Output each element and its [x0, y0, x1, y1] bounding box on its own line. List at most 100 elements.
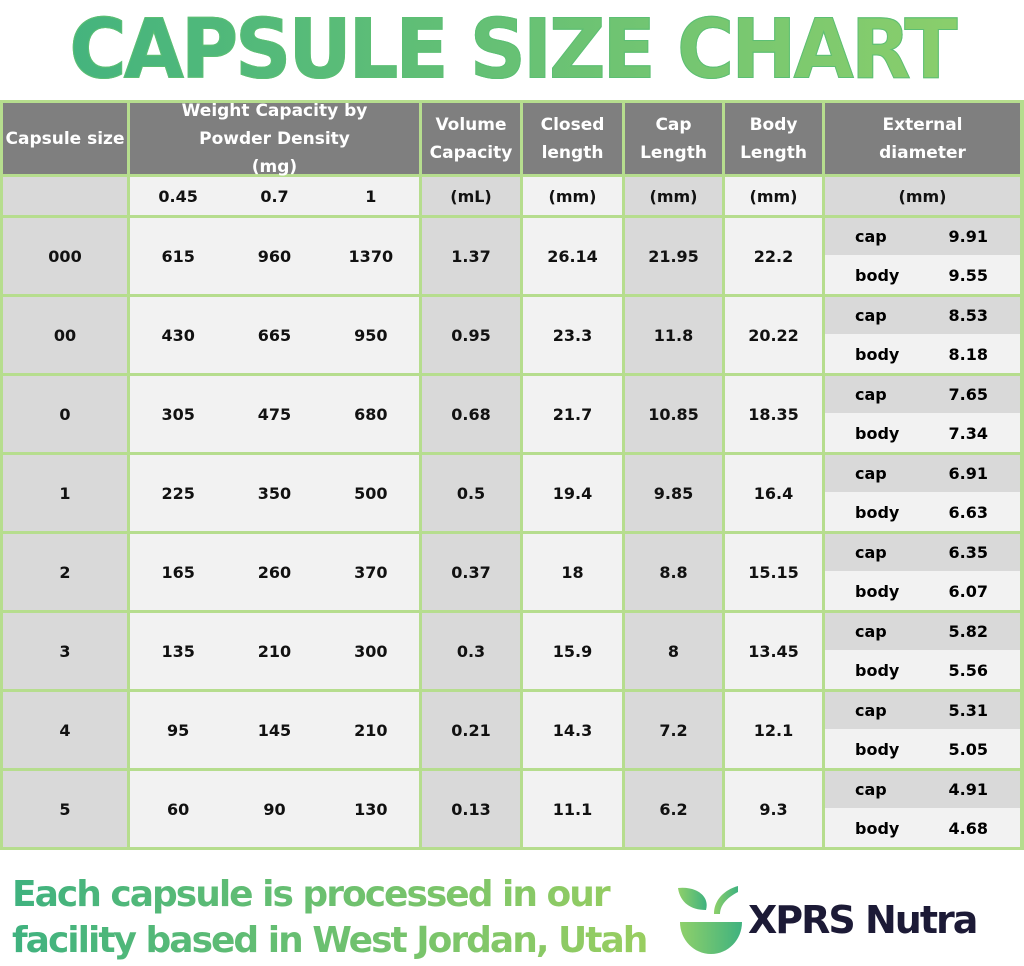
ext-body-label: body — [855, 740, 900, 759]
density-value: 0.7 — [260, 186, 289, 206]
weight-capacity-cell: 305 475 680 — [130, 376, 419, 452]
header-capsule-size: Capsule size — [3, 103, 127, 174]
ext-body-label: body — [855, 582, 900, 601]
ext-body-row: body 5.05 — [825, 731, 1020, 768]
cap-length-cell: 7.2 — [625, 692, 722, 768]
external-diameter-cell: cap 8.53 body 8.18 — [825, 297, 1020, 373]
weight-value: 680 — [354, 404, 388, 424]
ext-cap-label: cap — [855, 622, 887, 641]
header-body-length: Body Length — [725, 103, 822, 174]
ext-body-row: body 6.63 — [825, 494, 1020, 531]
closed-length-cell: 23.3 — [523, 297, 622, 373]
capsule-size-cell: 0 — [3, 376, 127, 452]
weight-value: 665 — [257, 325, 292, 345]
ext-body-label: body — [855, 424, 900, 443]
ext-cap-value: 4.91 — [948, 780, 988, 799]
closed-length-cell: 26.14 — [523, 218, 622, 294]
volume-cell: 0.68 — [422, 376, 520, 452]
ext-cap-row: cap 6.91 — [825, 455, 1020, 492]
weight-capacity-cell: 60 90 130 — [130, 771, 419, 847]
header-volume-capacity: Volume Capacity — [422, 103, 520, 174]
weight-capacity-cell: 165 260 370 — [130, 534, 419, 610]
weight-value: 60 — [167, 799, 190, 819]
brand-name: XPRS Nutra — [748, 898, 978, 942]
ext-cap-label: cap — [855, 464, 887, 483]
weight-value: 370 — [354, 562, 388, 582]
capsule-size-cell: 5 — [3, 771, 127, 847]
volume-cell: 0.21 — [422, 692, 520, 768]
external-diameter-cell: cap 4.91 body 4.68 — [825, 771, 1020, 847]
external-diameter-cell: cap 6.35 body 6.07 — [825, 534, 1020, 610]
footer-text: Each capsule is processed in our facilit… — [12, 872, 672, 964]
ext-cap-value: 6.91 — [948, 464, 988, 483]
ext-cap-value: 6.35 — [948, 543, 988, 562]
cap-length-cell: 21.95 — [625, 218, 722, 294]
weight-value: 1370 — [348, 246, 394, 266]
closed-length-cell: 11.1 — [523, 771, 622, 847]
ext-cap-row: cap 5.82 — [825, 613, 1020, 650]
ext-cap-label: cap — [855, 543, 887, 562]
cap-length-cell: 6.2 — [625, 771, 722, 847]
ext-body-row: body 9.55 — [825, 257, 1020, 294]
body-length-cell: 22.2 — [725, 218, 822, 294]
ext-body-row: body 8.18 — [825, 336, 1020, 373]
closed-length-cell: 15.9 — [523, 613, 622, 689]
weight-value: 210 — [257, 641, 292, 661]
ext-cap-row: cap 9.91 — [825, 218, 1020, 255]
ext-cap-row: cap 4.91 — [825, 771, 1020, 808]
ext-body-label: body — [855, 503, 900, 522]
weight-value: 225 — [161, 483, 195, 503]
weight-value: 475 — [257, 404, 292, 424]
volume-cell: 0.95 — [422, 297, 520, 373]
body-length-cell: 15.15 — [725, 534, 822, 610]
units-cap: (mm) — [625, 177, 722, 215]
ext-cap-value: 5.82 — [948, 622, 988, 641]
ext-cap-row: cap 6.35 — [825, 534, 1020, 571]
capsule-size-cell: 000 — [3, 218, 127, 294]
capsule-size-cell: 00 — [3, 297, 127, 373]
closed-length-cell: 14.3 — [523, 692, 622, 768]
weight-value: 165 — [161, 562, 195, 582]
units-closed: (mm) — [523, 177, 622, 215]
weight-value: 960 — [257, 246, 292, 266]
cap-length-cell: 10.85 — [625, 376, 722, 452]
weight-value: 260 — [257, 562, 292, 582]
ext-body-value: 6.63 — [948, 503, 988, 522]
ext-body-value: 7.34 — [948, 424, 988, 443]
weight-capacity-cell: 135 210 300 — [130, 613, 419, 689]
body-length-cell: 13.45 — [725, 613, 822, 689]
ext-body-label: body — [855, 345, 900, 364]
ext-cap-value: 7.65 — [948, 385, 988, 404]
weight-capacity-cell: 95 145 210 — [130, 692, 419, 768]
weight-value: 615 — [161, 246, 195, 266]
ext-body-label: body — [855, 661, 900, 680]
external-diameter-cell: cap 5.31 body 5.05 — [825, 692, 1020, 768]
weight-value: 145 — [257, 720, 292, 740]
ext-cap-value: 9.91 — [948, 227, 988, 246]
ext-body-row: body 5.56 — [825, 652, 1020, 689]
capsule-size-cell: 2 — [3, 534, 127, 610]
weight-capacity-cell: 225 350 500 — [130, 455, 419, 531]
ext-cap-value: 5.31 — [948, 701, 988, 720]
ext-cap-row: cap 8.53 — [825, 297, 1020, 334]
capsule-size-cell: 3 — [3, 613, 127, 689]
volume-cell: 0.3 — [422, 613, 520, 689]
ext-cap-label: cap — [855, 701, 887, 720]
ext-cap-value: 8.53 — [948, 306, 988, 325]
header-external-diameter: External diameter — [825, 103, 1020, 174]
weight-value: 305 — [161, 404, 195, 424]
density-value: 1 — [365, 186, 377, 206]
ext-body-row: body 6.07 — [825, 573, 1020, 610]
body-length-cell: 20.22 — [725, 297, 822, 373]
ext-body-row: body 4.68 — [825, 810, 1020, 847]
weight-value: 130 — [354, 799, 388, 819]
external-diameter-cell: cap 7.65 body 7.34 — [825, 376, 1020, 452]
header-cap-length: Cap Length — [625, 103, 722, 174]
body-length-cell: 12.1 — [725, 692, 822, 768]
page-title: CAPSULE SIZE CHART — [0, 0, 1024, 103]
footer-line-2: facility based in West Jordan, Utah — [12, 920, 647, 961]
header-closed-length: Closed length — [523, 103, 622, 174]
weight-value: 950 — [354, 325, 388, 345]
leaf-bowl-logo-icon — [678, 886, 742, 954]
weight-value: 95 — [167, 720, 190, 740]
